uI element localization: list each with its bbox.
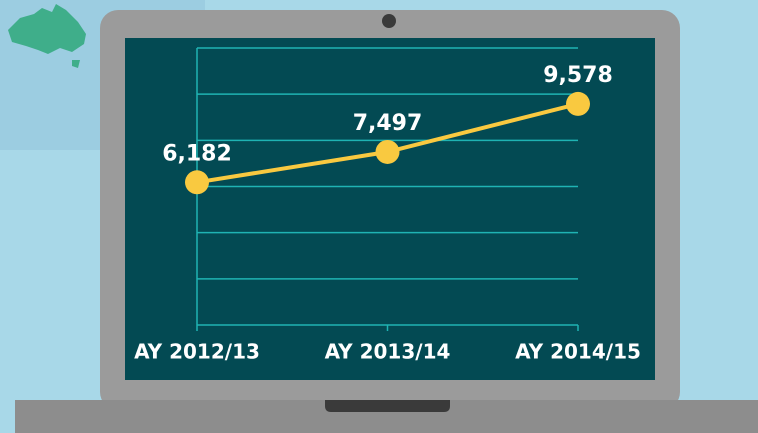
camera [382,14,396,28]
screen [125,38,655,380]
tasmania [72,60,80,68]
data-label: 6,182 [162,141,232,166]
data-label: 7,497 [353,111,423,136]
point [375,139,400,164]
data-label: 9,578 [543,63,613,88]
point [185,170,209,195]
point [566,91,590,116]
x-tick-label: AY 2013/14 [325,340,451,364]
plot: AY 2012/13 AY 2013/14 AY 2014/15 6,182 7,497… [134,47,641,364]
x-tick-label: AY 2012/13 [134,340,260,364]
x-tick-label: AY 2014/15 [515,340,641,364]
laptop-notch [325,400,450,412]
australia [8,4,86,54]
